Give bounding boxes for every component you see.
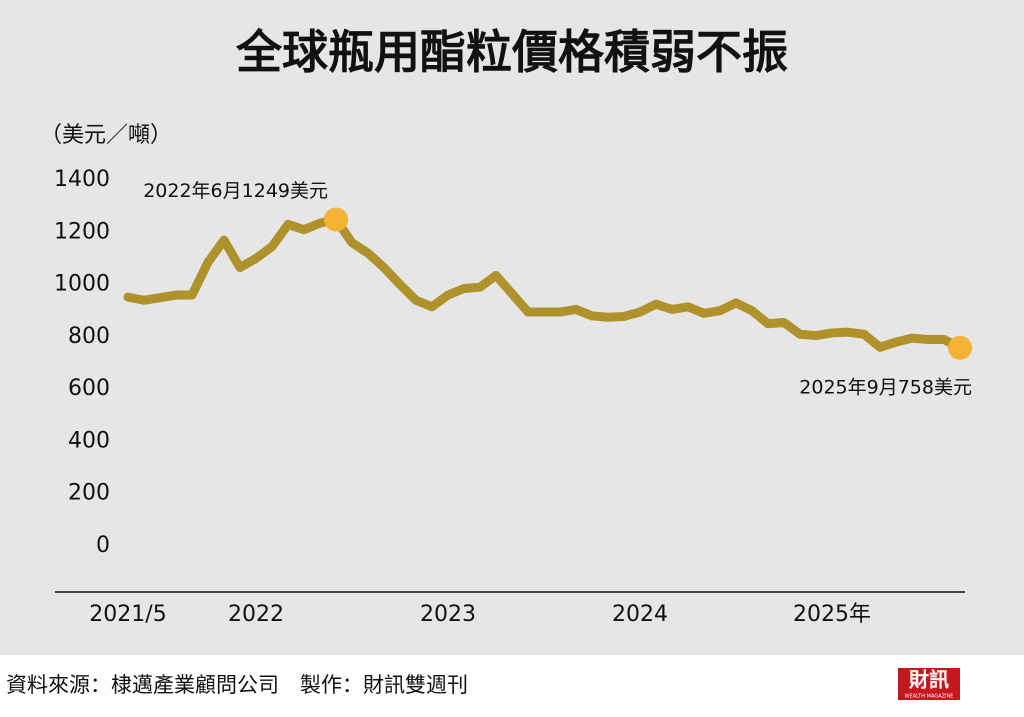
- y-tick-label: 600: [68, 376, 110, 401]
- y-tick-label: 0: [96, 533, 110, 558]
- y-tick-label: 400: [68, 428, 110, 453]
- logo-subtitle: WEALTH MAGAZINE: [905, 694, 954, 700]
- y-tick-label: 800: [68, 324, 110, 349]
- x-tick-label: 2021/5: [89, 602, 166, 627]
- y-tick-label: 1200: [54, 219, 110, 244]
- x-tick-label: 2022: [228, 602, 284, 627]
- chart-title: 全球瓶用酯粒價格積弱不振: [235, 25, 788, 79]
- chart-background: [0, 0, 1024, 655]
- x-tick-label: 2024: [612, 602, 668, 627]
- annotation: 2025年9月758美元: [799, 376, 972, 398]
- annotation: 2022年6月1249美元: [143, 180, 328, 202]
- logo: 財訊: [909, 668, 949, 692]
- y-tick-label: 200: [68, 481, 110, 506]
- y-axis-label: （美元／噸）: [40, 123, 172, 148]
- price-line: [123, 214, 965, 353]
- y-tick-label: 1400: [54, 167, 110, 192]
- highlight-point: [324, 207, 348, 232]
- x-tick-label: 2025年: [793, 602, 871, 627]
- highlight-point: [948, 335, 972, 360]
- x-tick-label: 2023: [420, 602, 476, 627]
- source-note: 資料來源：棣邁產業顧問公司 製作：財訊雙週刊: [6, 673, 468, 697]
- logo-box: [898, 668, 960, 700]
- y-tick-label: 1000: [54, 272, 110, 297]
